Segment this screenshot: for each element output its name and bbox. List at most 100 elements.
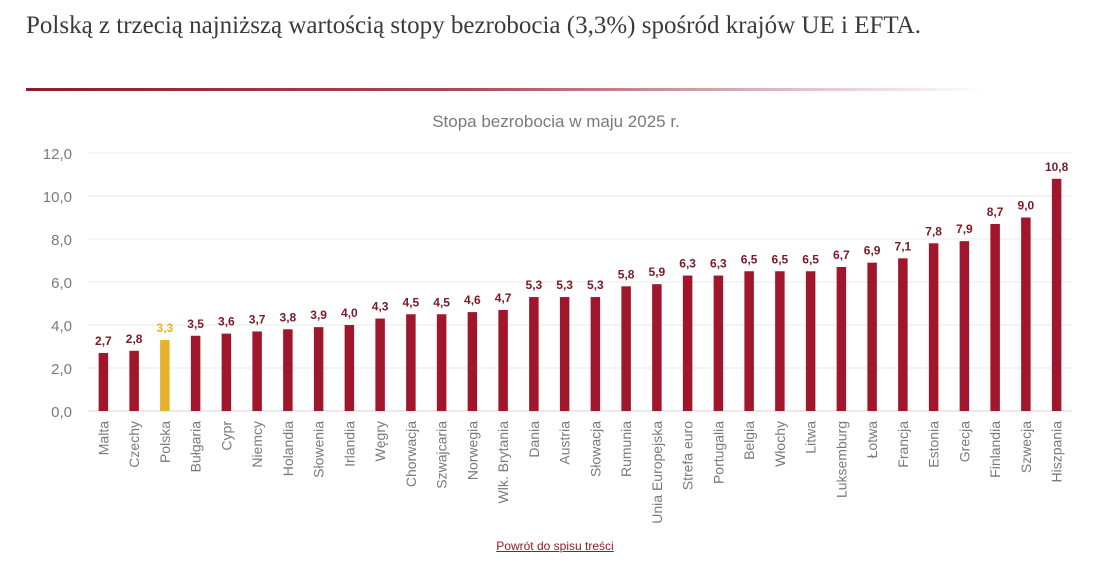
bar-9 bbox=[375, 318, 385, 411]
bar-value-label: 4,6 bbox=[464, 293, 481, 307]
bar-22 bbox=[775, 271, 785, 411]
bar-14 bbox=[529, 297, 539, 411]
x-category-label: Niemcy bbox=[249, 421, 265, 468]
bar-value-label: 9,0 bbox=[1018, 199, 1035, 213]
bar-value-label: 4,5 bbox=[403, 295, 420, 309]
x-category-label: Litwa bbox=[803, 421, 819, 454]
x-category-label: Chorwacja bbox=[403, 421, 419, 487]
y-tick-label: 10,0 bbox=[43, 189, 72, 206]
bar-value-label: 3,8 bbox=[280, 310, 297, 324]
bar-18 bbox=[652, 284, 662, 411]
bar-25 bbox=[867, 262, 877, 411]
x-category-label: Słowacja bbox=[587, 421, 603, 477]
y-tick-label: 2,0 bbox=[51, 361, 72, 378]
bar-value-label: 6,5 bbox=[772, 252, 789, 266]
bar-6 bbox=[283, 329, 293, 411]
x-category-label: Wlk. Brytania bbox=[495, 421, 511, 504]
bar-value-label: 5,3 bbox=[526, 278, 543, 292]
bar-value-label: 4,3 bbox=[372, 300, 389, 314]
bar-7 bbox=[313, 327, 324, 411]
bar-value-label: 10,8 bbox=[1045, 160, 1069, 174]
bar-13 bbox=[498, 309, 508, 411]
x-category-label: Rumunia bbox=[618, 421, 634, 477]
x-category-label: Łotwa bbox=[864, 421, 880, 459]
back-link-container: Powrót do spisu treści bbox=[0, 539, 1110, 553]
bar-26 bbox=[898, 258, 908, 411]
x-category-label: Hiszpania bbox=[1049, 421, 1065, 483]
bar-chart: Stopa bezrobocia w maju 2025 r. 0,0 2,0 4,… bbox=[43, 112, 1072, 524]
bar-17 bbox=[621, 286, 631, 411]
x-category-label: Cypr bbox=[218, 421, 234, 451]
bar-value-label: 5,9 bbox=[649, 265, 666, 279]
y-tick-label: 6,0 bbox=[51, 275, 72, 292]
y-tick-label: 4,0 bbox=[51, 318, 72, 335]
x-category-label: Estonia bbox=[926, 421, 942, 468]
x-category-label: Francja bbox=[895, 421, 911, 468]
x-category-label: Bułgaria bbox=[188, 421, 204, 473]
x-category-label: Portugalia bbox=[710, 421, 726, 484]
bar-value-label: 5,3 bbox=[587, 278, 604, 292]
x-category-label: Włochy bbox=[772, 421, 788, 467]
bar-value-label: 6,3 bbox=[679, 257, 696, 271]
bar-20 bbox=[713, 275, 724, 411]
y-tick-label: 0,0 bbox=[51, 404, 72, 421]
bar-value-label: 3,9 bbox=[310, 308, 327, 322]
bar-8 bbox=[344, 325, 355, 411]
x-category-label: Irlandia bbox=[341, 421, 357, 467]
x-category-label: Malta bbox=[95, 421, 111, 455]
y-tick-label: 12,0 bbox=[43, 146, 72, 163]
bar-value-label: 3,6 bbox=[218, 315, 235, 329]
chart-title: Stopa bezrobocia w maju 2025 r. bbox=[432, 112, 680, 131]
x-category-label: Czechy bbox=[126, 421, 142, 468]
bar-11 bbox=[436, 314, 447, 411]
x-category-label: Austria bbox=[557, 421, 573, 465]
bar-value-label: 3,7 bbox=[249, 312, 266, 326]
back-to-contents-link[interactable]: Powrót do spisu treści bbox=[496, 539, 614, 553]
bar-16 bbox=[590, 297, 601, 411]
bar-value-label: 4,0 bbox=[341, 306, 358, 320]
headline: Polską z trzecią najniższą wartością sto… bbox=[26, 12, 921, 39]
x-category-label: Unia Europejska bbox=[649, 421, 665, 524]
bar-value-label: 5,8 bbox=[618, 267, 635, 281]
bar-5 bbox=[252, 331, 262, 411]
bar-31 bbox=[1051, 178, 1062, 411]
bar-value-label: 2,7 bbox=[95, 334, 112, 348]
bar-28 bbox=[959, 241, 970, 411]
bar-0 bbox=[98, 352, 109, 411]
bar-29 bbox=[990, 223, 1000, 411]
bar-15 bbox=[559, 297, 570, 411]
bar-value-label: 5,3 bbox=[556, 278, 573, 292]
bar-3 bbox=[190, 335, 201, 411]
bar-value-label: 8,7 bbox=[987, 205, 1004, 219]
bar-24 bbox=[836, 266, 847, 411]
bar-value-label: 2,8 bbox=[126, 332, 143, 346]
bar-value-label: 6,3 bbox=[710, 257, 727, 271]
x-category-label: Słowenia bbox=[311, 421, 327, 478]
bar-value-label: 6,7 bbox=[833, 248, 850, 262]
x-category-label: Szwecja bbox=[1018, 421, 1034, 473]
bar-10 bbox=[406, 314, 416, 411]
bar-21 bbox=[744, 271, 754, 411]
bar-value-label: 3,5 bbox=[187, 317, 204, 331]
bar-value-label: 3,3 bbox=[157, 321, 174, 335]
y-tick-label: 8,0 bbox=[51, 232, 72, 249]
bar-value-label: 4,5 bbox=[433, 295, 450, 309]
x-category-label: Finlandia bbox=[987, 421, 1003, 478]
bar-value-label: 7,1 bbox=[895, 239, 912, 253]
x-category-label: Węgry bbox=[372, 421, 388, 461]
x-category-label: Szwajcaria bbox=[434, 421, 450, 489]
bar-value-label: 7,9 bbox=[956, 222, 973, 236]
bar-value-label: 6,9 bbox=[864, 244, 881, 258]
bar-2 bbox=[160, 340, 170, 411]
x-category-label: Dania bbox=[526, 421, 542, 458]
bar-30 bbox=[1021, 217, 1031, 411]
bar-19 bbox=[682, 275, 693, 411]
bar-1 bbox=[129, 350, 139, 411]
x-category-label: Holandia bbox=[280, 421, 296, 476]
x-category-label: Belgia bbox=[741, 421, 757, 460]
x-category-label: Norwegia bbox=[464, 421, 480, 480]
bar-value-label: 4,7 bbox=[495, 291, 512, 305]
bar-value-label: 7,8 bbox=[925, 224, 942, 238]
bar-27 bbox=[928, 243, 939, 411]
bar-12 bbox=[467, 312, 478, 411]
